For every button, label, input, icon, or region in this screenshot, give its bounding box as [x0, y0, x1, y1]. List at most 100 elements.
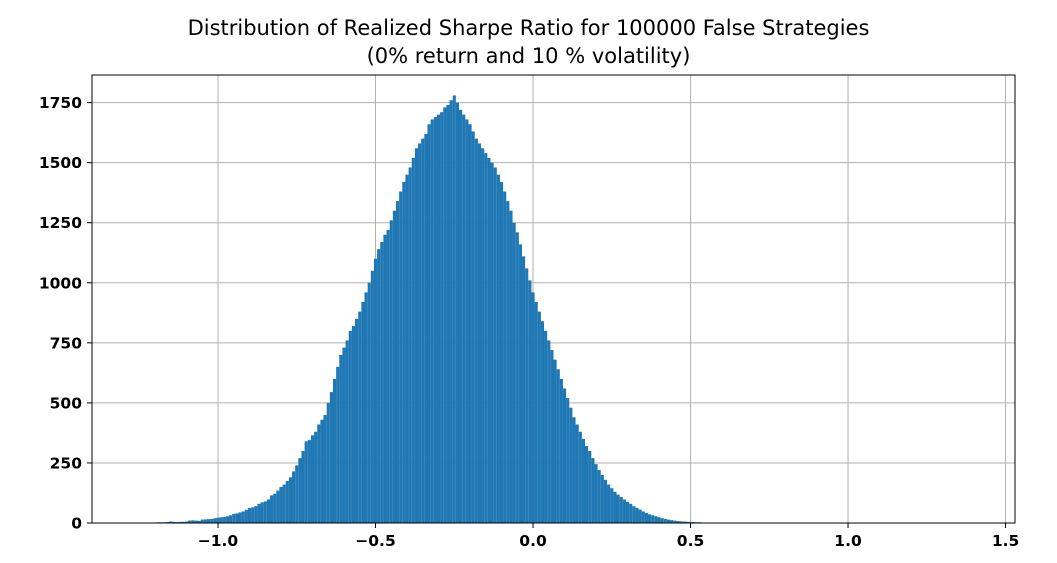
- y-tick-label: 1250: [39, 214, 82, 232]
- histogram-bar: [660, 518, 664, 523]
- histogram-bar: [556, 369, 560, 523]
- histogram-bar: [635, 507, 639, 523]
- histogram-bar: [411, 157, 415, 523]
- histogram-bar: [282, 484, 286, 523]
- histogram-bar: [222, 516, 226, 523]
- histogram-bar: [298, 458, 302, 523]
- histogram-bar: [188, 520, 192, 523]
- histogram-bar: [263, 501, 267, 523]
- histogram-bar: [367, 282, 371, 523]
- histogram-bar: [389, 220, 393, 523]
- histogram-bar: [534, 302, 538, 523]
- histogram-bar: [603, 479, 608, 523]
- histogram-bar: [518, 244, 522, 524]
- histogram-bar: [490, 162, 494, 523]
- histogram-bar: [244, 509, 248, 523]
- histogram-bar: [638, 509, 642, 523]
- histogram-bar: [462, 114, 466, 524]
- histogram-bar: [191, 520, 195, 523]
- histogram-bar: [622, 499, 626, 523]
- histogram-bar: [169, 521, 173, 523]
- histogram-bar: [503, 191, 507, 523]
- x-tick-label: 0.5: [677, 532, 704, 550]
- histogram-bar: [648, 514, 652, 523]
- histogram-bar: [310, 435, 315, 523]
- histogram-bar: [487, 157, 491, 523]
- histogram-bar: [370, 270, 374, 523]
- histogram-bar: [276, 490, 280, 523]
- histogram-bar: [484, 153, 488, 523]
- histogram-bar: [279, 486, 283, 523]
- histogram-bar: [358, 311, 362, 523]
- histogram-bar: [607, 484, 611, 523]
- histogram-bar: [304, 441, 308, 523]
- plot-area-frame: [91, 74, 1016, 524]
- histogram-bar: [512, 222, 516, 523]
- chart-title: Distribution of Realized Sharpe Ratio fo…: [0, 14, 1057, 70]
- histogram-bar: [544, 330, 548, 523]
- histogram-bar: [559, 378, 563, 523]
- histogram-bar: [408, 167, 412, 523]
- x-tick-label: 0.0: [519, 532, 547, 550]
- histogram-bar: [569, 407, 573, 523]
- x-tick-label: −0.5: [355, 532, 395, 550]
- histogram-bar: [654, 516, 658, 523]
- histogram-bars: [112, 95, 724, 524]
- histogram-bar: [676, 521, 680, 523]
- histogram-bar: [509, 210, 513, 523]
- histogram-bar: [553, 359, 557, 523]
- histogram-bar: [446, 105, 450, 524]
- histogram-bar: [562, 388, 567, 523]
- histogram-bar: [336, 366, 340, 523]
- histogram-bar: [329, 392, 333, 523]
- histogram-bar: [332, 378, 337, 523]
- histogram-bar: [666, 519, 671, 523]
- histogram-bar: [458, 109, 463, 523]
- y-tick-label: 750: [50, 334, 83, 352]
- histogram-bar: [342, 347, 346, 523]
- histogram-bar: [657, 517, 661, 523]
- histogram-bar: [373, 258, 378, 523]
- histogram-bar: [295, 465, 299, 523]
- histogram-bar: [197, 520, 201, 523]
- y-tick-label: 250: [50, 454, 83, 472]
- histogram-bar: [194, 520, 198, 523]
- histogram-bar: [377, 249, 381, 523]
- histogram-bar: [399, 191, 403, 523]
- histogram-bar: [216, 517, 220, 523]
- histogram-bar: [443, 107, 447, 523]
- histogram-bar: [200, 519, 204, 523]
- histogram-bar: [206, 519, 211, 523]
- histogram-bar: [616, 494, 620, 523]
- axis-ticks: −1.0 −0.5 0.0 0.5 1.0 1.5 0 250 500 750 1000 1250 15…: [39, 94, 1019, 550]
- histogram-bar: [254, 506, 258, 523]
- histogram-bar: [345, 340, 349, 523]
- histogram-bar: [663, 518, 667, 523]
- histogram-bar: [515, 232, 519, 523]
- histogram-bar: [380, 241, 384, 523]
- histogram-bar: [581, 438, 586, 523]
- histogram-bar: [292, 471, 296, 523]
- histogram-bar: [641, 511, 645, 523]
- histogram-bar: [235, 513, 239, 523]
- histogram-bar: [572, 417, 576, 523]
- y-tick-label: 500: [50, 394, 83, 412]
- histogram-bar: [257, 503, 261, 523]
- histogram-bar: [225, 516, 230, 523]
- histogram-bar: [619, 497, 623, 523]
- histogram-bar: [525, 268, 529, 523]
- histogram-bar: [625, 501, 630, 523]
- histogram-bar: [395, 201, 400, 523]
- histogram-bar: [493, 167, 497, 523]
- histogram-bar: [585, 446, 589, 523]
- histogram-bar: [421, 138, 425, 523]
- histogram-bar: [424, 133, 428, 524]
- histogram-bar: [320, 419, 324, 523]
- histogram-bar: [266, 499, 270, 523]
- x-tick-label: 1.5: [992, 532, 1019, 550]
- histogram-bar: [449, 100, 453, 523]
- histogram-bar: [531, 292, 535, 523]
- histogram-bar: [219, 517, 223, 523]
- histogram-bar: [468, 124, 472, 524]
- histogram-bar: [575, 424, 579, 523]
